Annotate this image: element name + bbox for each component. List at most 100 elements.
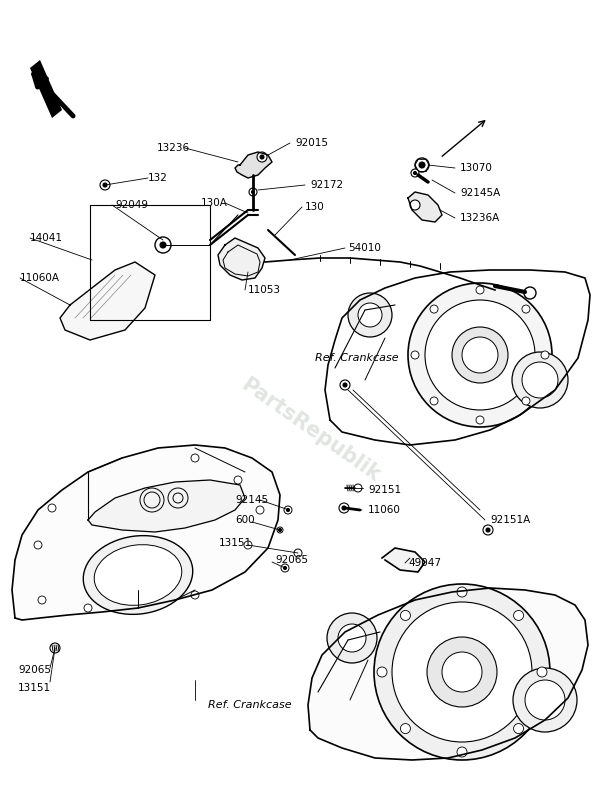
Polygon shape	[60, 262, 155, 340]
Text: 92015: 92015	[295, 138, 328, 148]
Circle shape	[343, 383, 347, 387]
Circle shape	[513, 668, 577, 732]
Text: 54010: 54010	[348, 243, 381, 253]
Polygon shape	[308, 588, 588, 760]
Circle shape	[287, 509, 290, 511]
Circle shape	[541, 351, 549, 359]
Text: 132: 132	[148, 173, 168, 183]
Circle shape	[522, 397, 530, 405]
Polygon shape	[235, 152, 272, 178]
Text: 11060: 11060	[368, 505, 401, 515]
Circle shape	[260, 155, 264, 159]
Circle shape	[514, 723, 524, 734]
Circle shape	[100, 180, 110, 190]
Circle shape	[430, 397, 438, 405]
Text: 13151: 13151	[219, 538, 252, 548]
Circle shape	[427, 637, 497, 707]
Circle shape	[294, 549, 302, 557]
Circle shape	[537, 667, 547, 677]
Circle shape	[34, 541, 42, 549]
Circle shape	[339, 503, 349, 513]
Text: PartsRepublik: PartsRepublik	[237, 374, 383, 486]
Circle shape	[38, 596, 46, 604]
Text: 13151: 13151	[18, 683, 51, 693]
Text: 92065: 92065	[275, 555, 308, 565]
Circle shape	[103, 183, 107, 187]
Circle shape	[452, 327, 508, 383]
Circle shape	[411, 169, 419, 177]
Circle shape	[257, 152, 267, 162]
Circle shape	[430, 305, 438, 313]
Circle shape	[342, 506, 346, 510]
Ellipse shape	[83, 536, 193, 614]
Circle shape	[415, 158, 429, 172]
Circle shape	[425, 300, 535, 410]
Text: 130: 130	[305, 202, 325, 212]
Circle shape	[48, 504, 56, 512]
Text: 92065: 92065	[18, 665, 51, 675]
Circle shape	[191, 591, 199, 599]
Circle shape	[160, 242, 166, 248]
Circle shape	[442, 652, 482, 692]
Circle shape	[457, 587, 467, 597]
Circle shape	[284, 566, 287, 570]
Circle shape	[413, 171, 416, 174]
Circle shape	[256, 506, 264, 514]
Text: 92172: 92172	[310, 180, 343, 190]
Circle shape	[486, 528, 490, 532]
Text: Ref. Crankcase: Ref. Crankcase	[208, 700, 292, 710]
Circle shape	[155, 237, 171, 253]
Polygon shape	[218, 238, 265, 280]
Circle shape	[400, 610, 410, 621]
Circle shape	[251, 190, 254, 194]
Circle shape	[348, 293, 392, 337]
Polygon shape	[12, 445, 280, 620]
Text: 49047: 49047	[408, 558, 441, 568]
Circle shape	[374, 584, 550, 760]
Text: 92151: 92151	[368, 485, 401, 495]
Circle shape	[392, 602, 532, 742]
Circle shape	[419, 162, 425, 168]
Circle shape	[191, 454, 199, 462]
Circle shape	[524, 287, 536, 299]
Text: 92145A: 92145A	[460, 188, 500, 198]
Text: 92151A: 92151A	[490, 515, 530, 525]
Circle shape	[284, 506, 292, 514]
Circle shape	[84, 604, 92, 612]
Circle shape	[514, 610, 524, 621]
Text: 13236A: 13236A	[460, 213, 500, 223]
Circle shape	[358, 303, 382, 327]
Circle shape	[512, 352, 568, 408]
Circle shape	[327, 613, 377, 663]
Circle shape	[281, 564, 289, 572]
Text: 13236: 13236	[157, 143, 190, 153]
Circle shape	[354, 484, 362, 492]
Circle shape	[277, 527, 283, 533]
Circle shape	[249, 188, 257, 196]
Polygon shape	[30, 60, 62, 118]
Circle shape	[462, 337, 498, 373]
Circle shape	[410, 200, 420, 210]
Circle shape	[340, 380, 350, 390]
Text: 92049: 92049	[115, 200, 148, 210]
Text: 13070: 13070	[460, 163, 493, 173]
Circle shape	[411, 351, 419, 359]
Polygon shape	[408, 192, 442, 222]
Circle shape	[244, 541, 252, 549]
Text: 14041: 14041	[30, 233, 63, 243]
Polygon shape	[88, 480, 245, 532]
Circle shape	[50, 643, 60, 653]
Circle shape	[457, 747, 467, 757]
Text: Ref. Crankcase: Ref. Crankcase	[315, 353, 398, 363]
Text: 11060A: 11060A	[20, 273, 60, 283]
Circle shape	[338, 624, 366, 652]
Circle shape	[476, 286, 484, 294]
Ellipse shape	[94, 545, 182, 606]
Text: 92145: 92145	[235, 495, 268, 505]
Circle shape	[400, 723, 410, 734]
Circle shape	[278, 529, 281, 531]
Text: 11053: 11053	[248, 285, 281, 295]
Circle shape	[525, 680, 565, 720]
Text: 130A: 130A	[201, 198, 228, 208]
Circle shape	[234, 476, 242, 484]
